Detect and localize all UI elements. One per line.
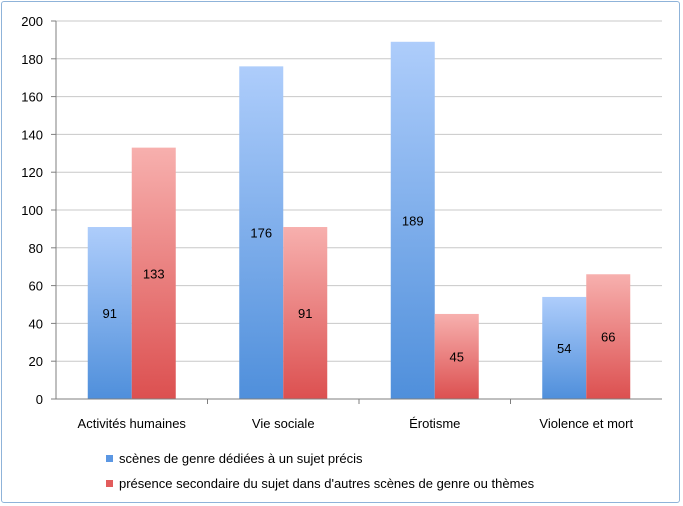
y-tick-label: 100 <box>21 203 43 218</box>
y-tick-label: 140 <box>21 127 43 142</box>
y-tick-label: 80 <box>29 241 43 256</box>
y-tick-label: 180 <box>21 52 43 67</box>
x-tick-label: Violence et mort <box>539 416 633 431</box>
legend-item-series-2: présence secondaire du sujet dans d'autr… <box>106 471 534 496</box>
bar-series-2 <box>283 227 328 399</box>
bar-series-2 <box>131 147 176 399</box>
y-tick-label: 160 <box>21 90 43 105</box>
legend-swatch-series-1 <box>106 455 113 462</box>
data-label: 54 <box>557 341 571 356</box>
bar-series-1 <box>87 227 132 399</box>
data-label: 176 <box>250 226 272 241</box>
y-tick-label: 0 <box>36 392 43 407</box>
y-tick-label: 200 <box>21 14 43 29</box>
x-tick-label: Érotisme <box>409 416 460 431</box>
bar-series-2 <box>434 313 479 399</box>
y-tick-label: 120 <box>21 165 43 180</box>
data-label: 45 <box>450 349 464 364</box>
legend-swatch-series-2 <box>106 480 113 487</box>
data-label: 91 <box>298 306 312 321</box>
bar-series-1 <box>390 41 435 399</box>
data-label: 91 <box>103 306 117 321</box>
y-tick-label: 40 <box>29 316 43 331</box>
y-tick-label: 20 <box>29 354 43 369</box>
bar-series-2 <box>586 274 631 399</box>
bar-series-1 <box>239 66 284 400</box>
y-tick-label: 60 <box>29 279 43 294</box>
x-tick-label: Vie sociale <box>252 416 315 431</box>
legend: scènes de genre dédiées à un sujet préci… <box>106 446 534 496</box>
bar-series-1 <box>542 296 587 399</box>
data-label: 66 <box>601 330 615 345</box>
data-label: 133 <box>143 266 165 281</box>
legend-label-series-2: présence secondaire du sujet dans d'autr… <box>119 476 535 491</box>
x-tick-label: Activités humaines <box>78 416 187 431</box>
legend-item-series-1: scènes de genre dédiées à un sujet préci… <box>106 446 534 471</box>
data-label: 189 <box>402 213 424 228</box>
legend-label-series-1: scènes de genre dédiées à un sujet préci… <box>119 451 363 466</box>
